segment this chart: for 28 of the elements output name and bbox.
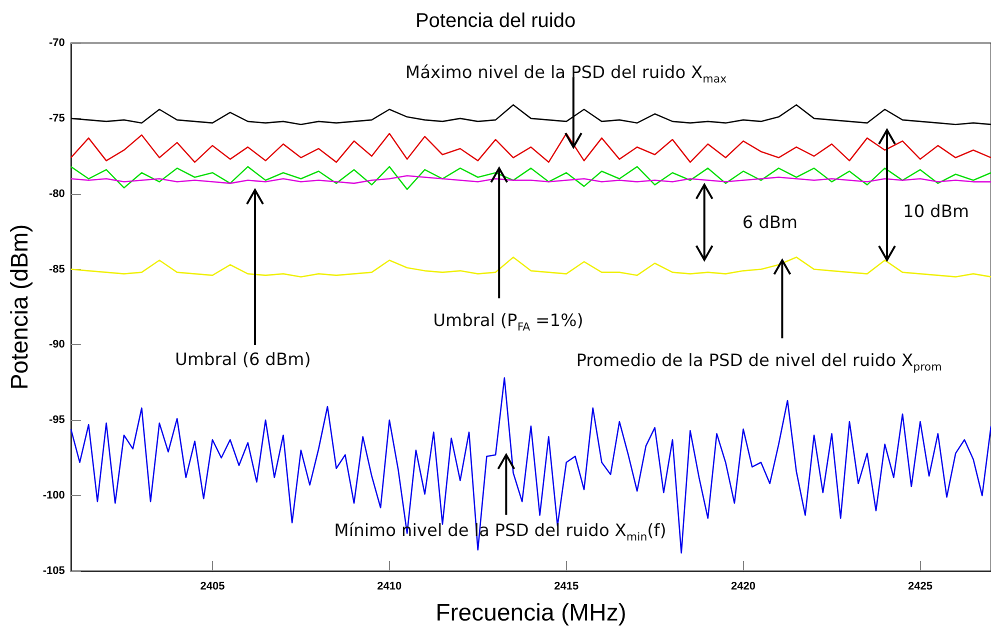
line-series [70, 256, 991, 278]
annotation: 10 dBm [903, 202, 970, 222]
y-tick-label: -80 [49, 188, 65, 200]
line-series [70, 166, 991, 190]
annotation: Umbral (6 dBm) [175, 350, 311, 370]
annotation: Umbral (P$_{FA}$ =1%) [433, 311, 584, 334]
annotation: Máximo nivel de la PSD del ruido X$_{max}$ [405, 63, 727, 86]
x-tick-label: 2420 [731, 580, 756, 592]
y-tick-label: -75 [49, 112, 65, 124]
x-tick-label: 2415 [554, 580, 579, 592]
y-tick-label: -95 [49, 414, 65, 426]
y-tick-label: -90 [49, 338, 65, 351]
x-tick-label: 2410 [377, 580, 402, 592]
line-series [70, 132, 991, 163]
annotation: 6 dBm [742, 212, 798, 233]
line-series [70, 104, 991, 126]
chart-title: Potencia del ruido [415, 10, 576, 32]
y-tick-label: -105 [42, 565, 65, 577]
y-axis-title: Potencia (dBm) [6, 224, 34, 390]
x-axis-title: Frecuencia (MHz) [436, 600, 626, 626]
x-tick-label: 2405 [200, 580, 225, 592]
line-series [70, 377, 991, 554]
x-tick-label: 2425 [908, 580, 932, 592]
line-series [70, 175, 991, 184]
annotation: Promedio de la PSD de nivel del ruido X$_{prom}$ [576, 351, 942, 374]
y-tick-label: -85 [49, 263, 65, 276]
y-tick-label: -100 [42, 490, 65, 502]
y-tick-label: -70 [49, 37, 65, 49]
